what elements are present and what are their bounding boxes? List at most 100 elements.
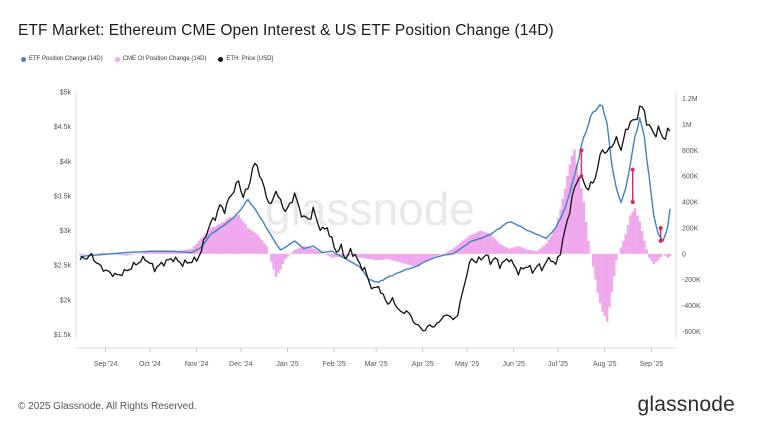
cme-bar [388,253,392,260]
cme-bar [554,227,558,254]
left-axis: $1.5k $2k $2.5k $3k $3.5k $4k $4.5k $5k [54,90,77,339]
cme-bar [265,246,268,254]
cme-bar [237,214,240,254]
cme-bar [652,253,656,265]
cme-bar [524,249,527,254]
cme-bar [218,223,222,254]
cme-bar [197,240,201,254]
cme-bar [188,249,191,254]
cme-bar [169,251,173,254]
cme-bar [619,247,623,254]
cme-bar [468,235,471,254]
cme-bar [472,233,476,254]
cme-bar [118,253,122,255]
cme-bar [405,253,408,265]
legend-dot-price [218,56,224,62]
cme-bar [151,251,154,254]
left-axis-tick: $4k [60,159,72,166]
cme-bar [141,252,145,254]
cme-bar [587,240,590,254]
cme-bar [382,253,385,260]
x-axis-tick: Aug '25 [593,361,617,368]
cme-bar [594,253,597,280]
cme-bar [162,251,166,254]
cme-bar [626,224,630,254]
right-axis-tick: 600K [682,174,699,181]
cme-bar [281,253,285,265]
cme-bar [570,155,574,254]
cme-bar [575,163,579,254]
cme-bar [479,230,483,254]
cme-bar [531,250,534,254]
cme-bar [640,231,644,254]
cme-bar [78,253,82,256]
cme-bar [384,253,387,260]
cme-bar [258,237,261,254]
cme-bar [316,250,320,254]
legend-item-etf[interactable]: ETF Position Change (14D) [21,56,103,62]
cme-bar [547,239,551,254]
chart-title: ETF Market: Ethereum CME Open Interest &… [18,22,554,39]
cme-bar [444,252,448,254]
cme-bar [465,237,469,254]
cme-bar [631,211,635,254]
cme-bar [85,253,89,255]
cme-bar [528,250,532,254]
legend-item-price[interactable]: ETH: Price [USD] [218,56,273,62]
cme-bar [414,253,418,267]
cme-bar [130,253,133,255]
cme-bar [253,232,257,254]
cme-bar [559,209,562,254]
cme-bar [239,218,243,254]
cme-bar [505,247,509,254]
markers [579,148,663,243]
cme-bar [256,234,259,254]
cme-bar [451,248,455,254]
brand-logo[interactable]: glassnode [637,393,735,416]
x-axis-tick: Nov '24 [185,361,209,368]
left-axis-tick: $3.5k [54,193,72,200]
cme-bar [540,247,544,254]
cme-bar [139,253,142,254]
cme-bar [475,232,478,254]
x-axis-tick: Jul '25 [548,361,568,368]
cme-bar [158,251,161,254]
cme-bar [666,253,670,258]
cme-bar [274,253,278,277]
legend-item-cme[interactable]: CME OI Position Change (14D) [114,56,207,62]
watermark: glassnode [265,183,475,235]
cme-bar [144,252,147,254]
cme-bar [498,243,502,254]
cme-bar [235,215,238,254]
cme-bar [435,253,439,256]
cme-bar [365,253,369,259]
cme-bar [573,149,576,254]
cme-bar [305,246,308,254]
cme-bar [409,253,413,266]
cme-bar [503,246,506,254]
cme-bar [127,253,131,256]
x-axis-tick: Dec '24 [229,361,253,368]
cme-bar [605,253,609,322]
cme-bar [361,253,364,258]
cme-bar [216,224,219,254]
cme-bar [97,253,101,254]
cme-bar [421,253,425,263]
cme-bar [160,251,163,254]
cme-bar [582,202,586,254]
cme-bar [333,253,336,258]
cme-bar [298,247,301,254]
cme-bar [486,233,490,254]
cme-bar [470,234,474,254]
cme-bar [643,240,646,254]
cme-bar [484,232,488,254]
cme-bar [430,253,434,258]
legend-label-cme: CME OI Position Change (14D) [122,56,207,62]
cme-bar [416,253,420,266]
marker-end [658,238,663,243]
cme-bar [657,253,660,261]
right-axis-tick: 200K [682,225,699,232]
right-axis-tick: -600K [682,329,701,336]
cme-bar [270,253,273,262]
